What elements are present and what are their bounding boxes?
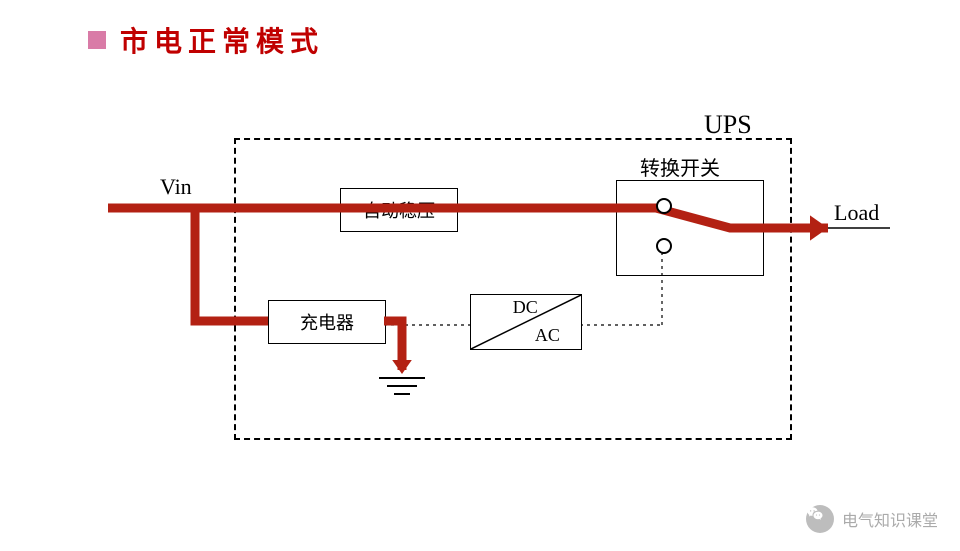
- watermark: 电气知识课堂: [806, 505, 938, 533]
- red-path-svg: [0, 0, 960, 551]
- switch-contact-top-icon: [656, 198, 672, 214]
- wechat-icon: [806, 505, 834, 533]
- watermark-text: 电气知识课堂: [842, 507, 938, 531]
- switch-contact-bottom-icon: [656, 238, 672, 254]
